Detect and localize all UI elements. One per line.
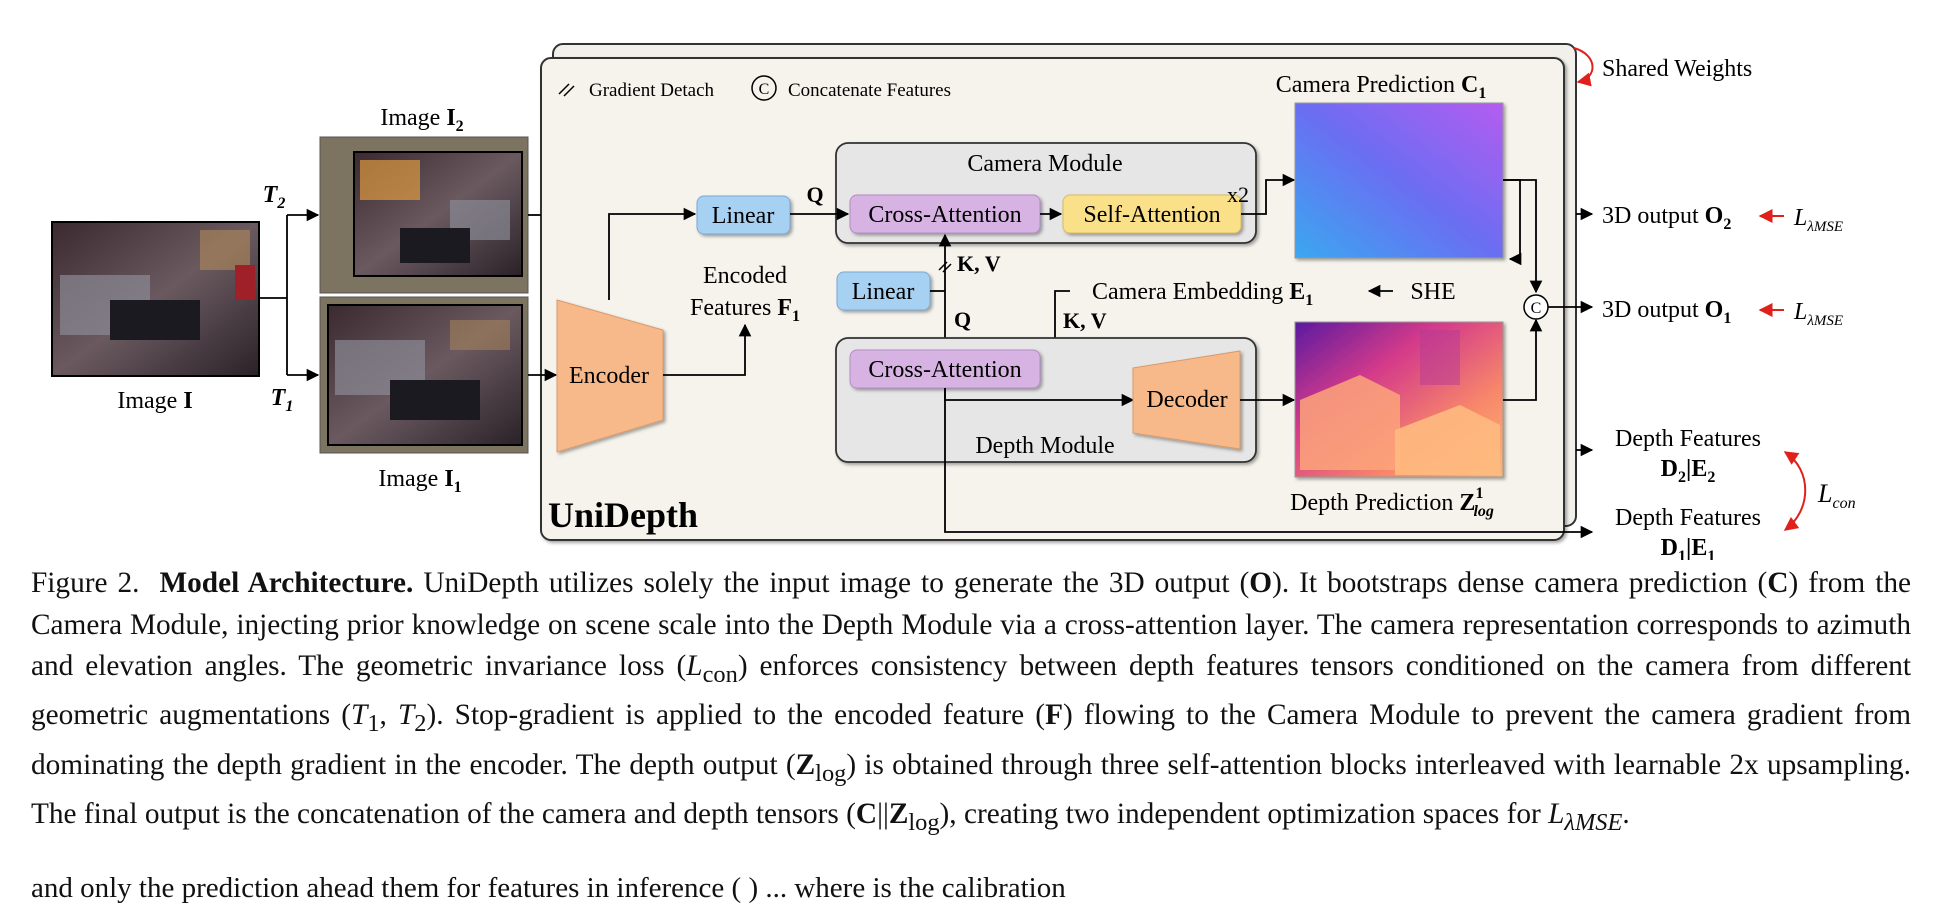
output-o1-label: 3D output O1 — [1602, 297, 1731, 327]
image-i2 — [319, 136, 529, 294]
self-attention-label: Self-Attention — [1083, 202, 1220, 228]
caption-text-1: UniDepth utilizes solely the input image… — [423, 567, 1250, 599]
kv-top-label: K, V — [957, 251, 1001, 276]
caption-figure-label: Figure 2. — [31, 567, 140, 599]
loss-mse-o2: LλMSE — [1793, 205, 1843, 235]
caption-text-8: ), creating two independent optimization… — [939, 798, 1549, 831]
caption-text-7: ) is obtained through three self-attenti… — [31, 748, 1912, 831]
encoder-to-linear-top — [608, 207, 697, 300]
legend-concatenate: Concatenate Features — [788, 80, 951, 101]
x2-label: x2 — [1227, 182, 1249, 207]
caption-lmse-sub: λMSE — [1564, 808, 1623, 836]
caption-z2-sub: log — [908, 808, 940, 836]
cutoff-body-text: and only the prediction ahead them for f… — [31, 872, 1066, 904]
image-i2-label: Image I2 — [380, 105, 463, 135]
selfattn-to-camera-prediction — [1241, 173, 1296, 215]
cross-attention-cam-label: Cross-Attention — [868, 202, 1021, 228]
caption-t1: T — [351, 699, 368, 732]
caption-z-sub: log — [815, 759, 847, 787]
caption-end: . — [1622, 798, 1630, 831]
decoder-block — [1132, 350, 1241, 450]
caption-c: C — [1767, 567, 1789, 599]
input-image-i-label: Image I — [117, 388, 192, 414]
caption-text-3: ) from the Camera Module, injecting prio… — [31, 567, 1911, 682]
kv-mid-label: K, V — [1063, 308, 1107, 333]
she-label: SHE — [1410, 279, 1455, 305]
loss-mse-o1: LλMSE — [1793, 299, 1843, 329]
shared-weights-label: Shared Weights — [1602, 56, 1752, 82]
architecture-figure: Gradient Detach C Concatenate Features S… — [51, 43, 1856, 560]
depth-module-label: Depth Module — [975, 433, 1114, 459]
depth-features-2-line2: D2|E2 — [1661, 456, 1716, 486]
concat-node-symbol: C — [1531, 300, 1542, 317]
gradient-detach-icon — [558, 83, 575, 97]
depth-prediction-to-concat — [1503, 318, 1543, 401]
camera-prediction-label: Camera Prediction C1 — [1276, 72, 1487, 102]
caption-lcon: L — [686, 650, 703, 682]
lcon-arrow — [1783, 451, 1807, 531]
q-top-label: Q — [806, 182, 823, 207]
shared-weights-arrow — [1573, 47, 1594, 87]
caption-text-4: ) enforces consistency between depth fea… — [31, 650, 1911, 732]
encoder-label: Encoder — [569, 363, 649, 389]
caption-t2: T — [397, 699, 415, 732]
caption-o: O — [1249, 567, 1273, 599]
caption-text-5: ). Stop-gradient is applied to the encod… — [426, 699, 1046, 732]
image-i1 — [319, 296, 529, 454]
encoder-block — [556, 299, 664, 453]
linear-top-label: Linear — [712, 203, 775, 229]
encoded-features-line1: Encoded — [703, 263, 787, 289]
legend-concat-symbol: C — [759, 81, 770, 98]
image-i1-label: Image I1 — [378, 466, 461, 496]
caption-text-6: ) flowing to the Camera Module to preven… — [31, 699, 1911, 781]
caption-f: F — [1045, 699, 1063, 732]
caption-sep: , — [379, 699, 398, 732]
camera-prediction-map — [1294, 102, 1504, 259]
depth-features-1-line2: D1|E1 — [1661, 535, 1716, 560]
q-mid-label: Q — [954, 307, 971, 332]
lcon-label: Lcon — [1817, 479, 1856, 512]
gradient-detach-mark — [938, 261, 952, 273]
caption-t1-sub: 1 — [367, 710, 380, 738]
caption-text-2: ). It bootstraps dense camera prediction… — [1272, 567, 1768, 599]
caption-title: Model Architecture. — [159, 567, 414, 599]
encoded-features-line2: Features F1 — [690, 295, 800, 325]
cross-attention-depth-label: Cross-Attention — [868, 357, 1021, 383]
t2-label: T2 — [263, 182, 286, 212]
caption-lmse: L — [1548, 798, 1565, 831]
figure-caption: Figure 2. Model Architecture. UniDepth u… — [31, 563, 1911, 843]
linear-mid-label: Linear — [852, 279, 915, 305]
concat-icon — [751, 75, 777, 101]
depth-features-2-line1: Depth Features — [1615, 426, 1761, 452]
input-image-i — [51, 221, 260, 377]
output-o2-label: 3D output O2 — [1602, 203, 1731, 233]
decoder-label: Decoder — [1146, 387, 1227, 413]
camera-embedding-label: Camera Embedding E1 — [1092, 279, 1313, 309]
caption-bars: || — [877, 798, 889, 831]
depth-crossattn-to-df1 — [944, 388, 1594, 539]
caption-t2-sub: 2 — [414, 710, 427, 738]
depth-prediction-label: Depth Prediction Z1 log — [1290, 485, 1494, 520]
caption-z2: Z — [888, 798, 909, 831]
camera-prediction-to-concat — [1503, 179, 1543, 294]
depth-prediction-map — [1294, 321, 1504, 478]
caption-z: Z — [795, 748, 816, 781]
camera-module-label: Camera Module — [967, 151, 1122, 177]
caption-c2: C — [855, 798, 878, 831]
t1-label: T1 — [271, 385, 294, 415]
unidepth-label: UniDepth — [548, 495, 698, 535]
caption-lcon-sub: con — [702, 660, 738, 688]
input-split-line — [259, 215, 288, 375]
legend-gradient-detach: Gradient Detach — [589, 80, 715, 101]
encoder-to-encoded-features — [663, 323, 752, 376]
linear-top-block — [696, 195, 791, 235]
depth-features-1-line1: Depth Features — [1615, 505, 1761, 531]
